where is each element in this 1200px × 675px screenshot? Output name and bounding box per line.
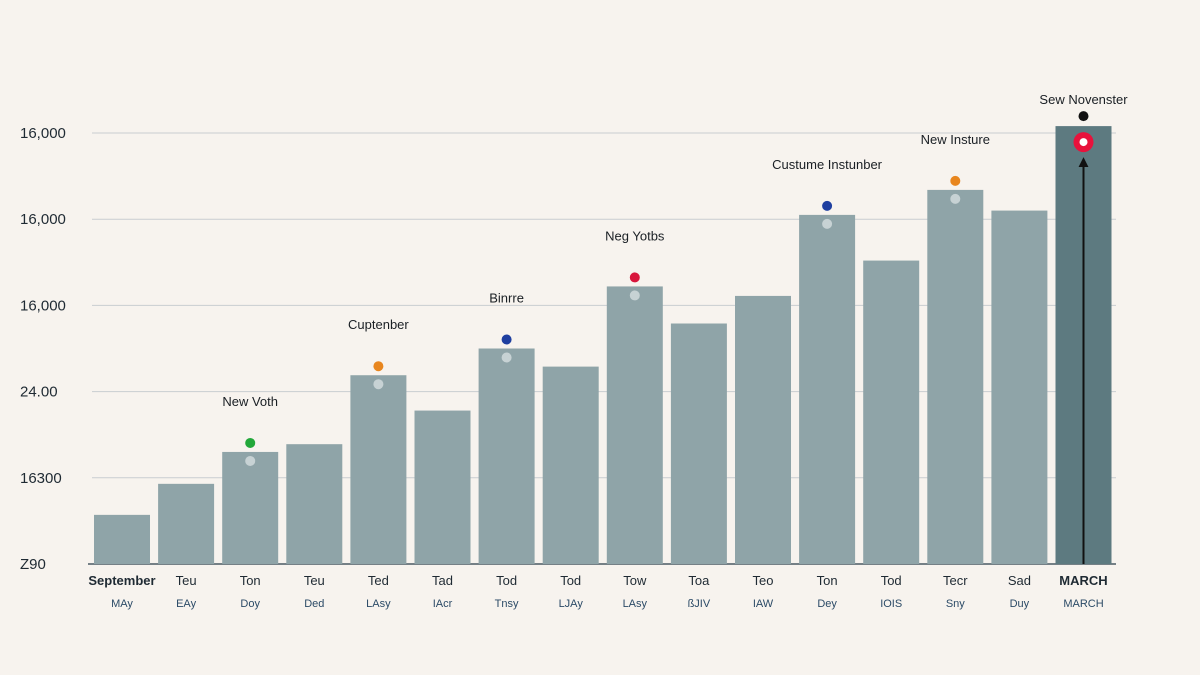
annotation-label: Custume Instunber: [772, 157, 883, 172]
x-sub-label: Duy: [1010, 598, 1030, 610]
x-category-label: Ted: [368, 573, 389, 588]
x-category-label: Tad: [432, 573, 453, 588]
y-tick-label: 16,000: [20, 211, 66, 228]
x-category-label: MARCH: [1059, 573, 1107, 588]
y-tick-label: 16,000: [20, 297, 66, 314]
x-category-label: Tod: [560, 573, 581, 588]
y-tick-label: 16300: [20, 470, 62, 487]
annotation-label: Neg Yotbs: [605, 228, 665, 243]
x-sub-label: Doy: [240, 598, 260, 610]
annotation-dot: [245, 437, 256, 448]
bar: [991, 210, 1048, 564]
x-axis-labels: September Teu Ton Teu Ted Tad Tod Tod Tow Toa Teo T…: [88, 573, 1107, 610]
bar: [735, 295, 791, 564]
annotation-dot: [629, 272, 640, 283]
bars: [94, 126, 1112, 564]
x-sub-label: IAcr: [433, 598, 453, 610]
annotation-dot: [501, 334, 512, 345]
y-tick-label: 16,000: [20, 125, 66, 142]
bar-marker: [822, 218, 833, 229]
x-category-label: Tod: [881, 573, 902, 588]
bar: [863, 260, 920, 564]
x-category-label: Teo: [753, 573, 774, 588]
annotation-label: Binrre: [489, 291, 524, 306]
annotation-label: New Voth: [222, 394, 278, 409]
bar: [350, 375, 407, 564]
bar-marker: [245, 455, 256, 466]
bar: [478, 348, 535, 564]
bar: [927, 189, 984, 564]
target-center: [1079, 138, 1088, 147]
bar: [286, 444, 343, 564]
annotation-dot: [950, 175, 961, 186]
x-category-label: Ton: [240, 573, 261, 588]
x-category-label: September: [88, 573, 155, 588]
bar-marker: [373, 379, 384, 390]
bar-marker: [501, 352, 512, 363]
annotation-dot: [373, 361, 384, 372]
x-category-label: Tow: [623, 573, 647, 588]
x-sub-label: MAy: [111, 598, 133, 610]
x-category-label: Teu: [304, 573, 325, 588]
annotation-label: Sew Novenster: [1039, 92, 1128, 107]
y-tick-label: 24.00: [20, 384, 58, 401]
x-category-label: Toa: [688, 573, 710, 588]
annotation-dot: [822, 200, 833, 211]
x-sub-label: Dey: [817, 598, 837, 610]
bar: [799, 214, 856, 564]
annotation-label: New Insture: [921, 132, 990, 147]
annotations: New Voth Cuptenber Binrre Neg Yotbs Custume …: [222, 92, 1128, 564]
x-sub-label: LJAy: [559, 598, 584, 610]
x-category-label: Ton: [817, 573, 838, 588]
bar: [158, 483, 215, 564]
x-category-label: Sad: [1008, 573, 1031, 588]
x-sub-label: LAsy: [366, 598, 391, 610]
x-sub-label: LAsy: [623, 598, 648, 610]
bar: [542, 366, 599, 564]
x-category-label: Tod: [496, 573, 517, 588]
bar: [670, 323, 727, 564]
bar: [606, 286, 663, 564]
x-sub-label: IOIS: [880, 598, 902, 610]
bar: [94, 514, 150, 564]
x-sub-label: IAW: [753, 598, 774, 610]
x-category-label: Teu: [176, 573, 197, 588]
annotation-dot: [1078, 111, 1089, 122]
bar-marker: [629, 290, 640, 301]
y-axis-ticks: Z90 16300 24.00 16,000 16,000 16,000: [20, 125, 66, 573]
x-sub-label: MARCH: [1063, 598, 1103, 610]
bar-marker: [950, 193, 961, 204]
x-sub-label: Sny: [946, 598, 965, 610]
x-category-label: Tecr: [943, 573, 968, 588]
annotation-label: Cuptenber: [348, 317, 409, 332]
x-sub-label: Ded: [304, 598, 324, 610]
y-tick-label: Z90: [20, 556, 46, 573]
bar: [414, 410, 471, 564]
x-sub-label: ßJIV: [688, 598, 711, 610]
x-sub-label: Tnsy: [495, 598, 519, 610]
bar: [222, 451, 279, 564]
x-sub-label: EAy: [176, 598, 196, 610]
